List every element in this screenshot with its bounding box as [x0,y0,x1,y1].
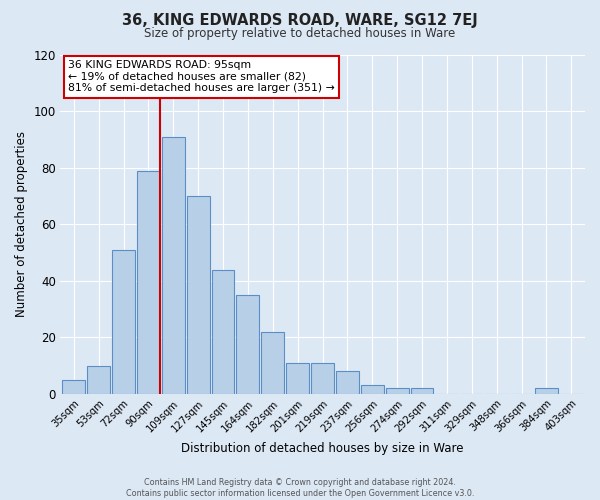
Bar [262,332,284,394]
Bar [187,196,209,394]
Bar [386,388,409,394]
X-axis label: Distribution of detached houses by size in Ware: Distribution of detached houses by size … [181,442,464,455]
Bar [162,137,185,394]
Y-axis label: Number of detached properties: Number of detached properties [15,132,28,318]
Bar [286,363,309,394]
Bar [535,388,558,394]
Bar [361,386,384,394]
Text: Size of property relative to detached houses in Ware: Size of property relative to detached ho… [145,28,455,40]
Text: 36, KING EDWARDS ROAD, WARE, SG12 7EJ: 36, KING EDWARDS ROAD, WARE, SG12 7EJ [122,12,478,28]
Bar [112,250,135,394]
Bar [336,372,359,394]
Bar [236,295,259,394]
Bar [311,363,334,394]
Text: Contains HM Land Registry data © Crown copyright and database right 2024.
Contai: Contains HM Land Registry data © Crown c… [126,478,474,498]
Bar [137,171,160,394]
Bar [62,380,85,394]
Text: 36 KING EDWARDS ROAD: 95sqm
← 19% of detached houses are smaller (82)
81% of sem: 36 KING EDWARDS ROAD: 95sqm ← 19% of det… [68,60,335,94]
Bar [87,366,110,394]
Bar [212,270,235,394]
Bar [410,388,433,394]
